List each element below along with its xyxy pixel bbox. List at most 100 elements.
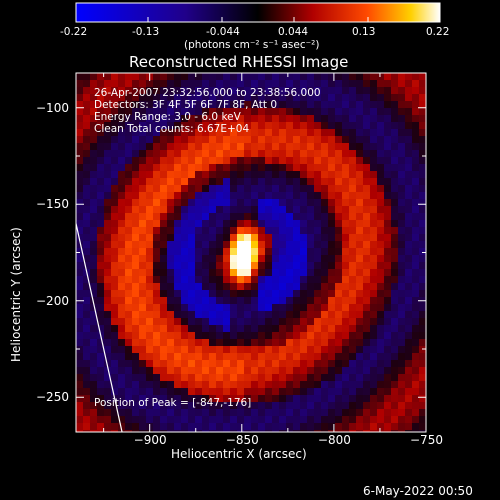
heatmap-cell xyxy=(118,108,126,116)
heatmap-cell xyxy=(90,423,98,431)
heatmap-cell xyxy=(83,185,91,193)
heatmap-cell xyxy=(146,339,154,347)
heatmap-cell xyxy=(258,367,266,375)
heatmap-cell xyxy=(265,276,273,284)
heatmap-cell xyxy=(202,269,210,277)
heatmap-cell xyxy=(132,353,140,361)
heatmap-cell xyxy=(265,220,273,228)
heatmap-cell xyxy=(230,353,238,361)
heatmap-cell xyxy=(363,241,371,249)
heatmap-cell xyxy=(132,276,140,284)
heatmap-cell xyxy=(76,290,84,298)
heatmap-cell xyxy=(384,129,392,137)
heatmap-cell xyxy=(202,325,210,333)
heatmap-cell xyxy=(335,430,343,432)
heatmap-cell xyxy=(419,339,426,347)
heatmap-cell xyxy=(300,402,308,410)
heatmap-cell xyxy=(384,283,392,291)
heatmap-cell xyxy=(412,108,420,116)
heatmap-cell xyxy=(384,311,392,319)
heatmap-cell xyxy=(412,269,420,277)
heatmap-cell xyxy=(90,353,98,361)
heatmap-cell xyxy=(356,339,364,347)
heatmap-cell xyxy=(265,192,273,200)
heatmap-cell xyxy=(209,290,217,298)
heatmap-cell xyxy=(97,171,105,179)
heatmap-cell xyxy=(97,311,105,319)
heatmap-cell xyxy=(342,234,350,242)
heatmap-cell xyxy=(321,255,329,263)
heatmap-cell xyxy=(384,192,392,200)
heatmap-cell xyxy=(146,388,154,396)
heatmap-cell xyxy=(230,388,238,396)
heatmap-cell xyxy=(195,318,203,326)
heatmap-cell xyxy=(377,318,385,326)
heatmap-cell xyxy=(202,262,210,270)
heatmap-cell xyxy=(412,227,420,235)
heatmap-cell xyxy=(328,339,336,347)
heatmap-cell xyxy=(181,255,189,263)
heatmap-cell xyxy=(293,381,301,389)
heatmap-cell xyxy=(272,227,280,235)
heatmap-cell xyxy=(391,283,399,291)
heatmap-cell xyxy=(76,255,84,263)
heatmap-cell xyxy=(398,318,406,326)
heatmap-cell xyxy=(363,185,371,193)
heatmap-cell xyxy=(419,402,426,410)
heatmap-cell xyxy=(286,178,294,186)
heatmap-cell xyxy=(363,367,371,375)
heatmap-cell xyxy=(342,157,350,165)
heatmap-cell xyxy=(90,346,98,354)
heatmap-cell xyxy=(76,227,84,235)
heatmap-cell xyxy=(76,325,84,333)
heatmap-cell xyxy=(209,199,217,207)
heatmap-cell xyxy=(146,353,154,361)
heatmap-cell xyxy=(167,80,175,88)
heatmap-cell xyxy=(419,423,426,431)
heatmap-cell xyxy=(237,206,245,214)
heatmap-cell xyxy=(160,122,168,130)
heatmap-cell xyxy=(279,304,287,312)
heatmap-cell xyxy=(132,381,140,389)
heatmap-cell xyxy=(244,318,252,326)
heatmap-cell xyxy=(405,325,413,333)
heatmap-cell xyxy=(139,346,147,354)
heatmap-cell xyxy=(335,276,343,284)
heatmap-cell xyxy=(265,318,273,326)
heatmap-cell xyxy=(342,73,350,81)
heatmap-cell xyxy=(244,87,252,95)
heatmap-cell xyxy=(286,108,294,116)
heatmap-cell xyxy=(321,241,329,249)
heatmap-cell xyxy=(405,290,413,298)
heatmap-cell xyxy=(307,164,315,172)
heatmap-cell xyxy=(104,290,112,298)
heatmap-cell xyxy=(391,192,399,200)
heatmap-cell xyxy=(104,374,112,382)
heatmap-cell xyxy=(118,157,126,165)
heatmap-cell xyxy=(90,430,98,432)
heatmap-cell xyxy=(160,213,168,221)
heatmap-cell xyxy=(384,199,392,207)
heatmap-cell xyxy=(391,136,399,144)
heatmap-cell xyxy=(328,136,336,144)
heatmap-cell xyxy=(405,374,413,382)
heatmap-cell xyxy=(230,227,238,235)
heatmap-cell xyxy=(265,87,273,95)
heatmap-cell xyxy=(258,241,266,249)
heatmap-cell xyxy=(356,297,364,305)
heatmap-cell xyxy=(293,402,301,410)
heatmap-cell xyxy=(265,402,273,410)
heatmap-cell xyxy=(195,164,203,172)
heatmap-cell xyxy=(412,185,420,193)
heatmap-cell xyxy=(405,360,413,368)
heatmap-cell xyxy=(202,409,210,417)
heatmap-cell xyxy=(97,178,105,186)
heatmap-cell xyxy=(160,374,168,382)
heatmap-cell xyxy=(335,297,343,305)
heatmap-cell xyxy=(307,255,315,263)
heatmap-cell xyxy=(118,353,126,361)
heatmap-cell xyxy=(307,381,315,389)
heatmap-cell xyxy=(90,73,98,81)
heatmap-cell xyxy=(342,171,350,179)
heatmap-cell xyxy=(132,227,140,235)
